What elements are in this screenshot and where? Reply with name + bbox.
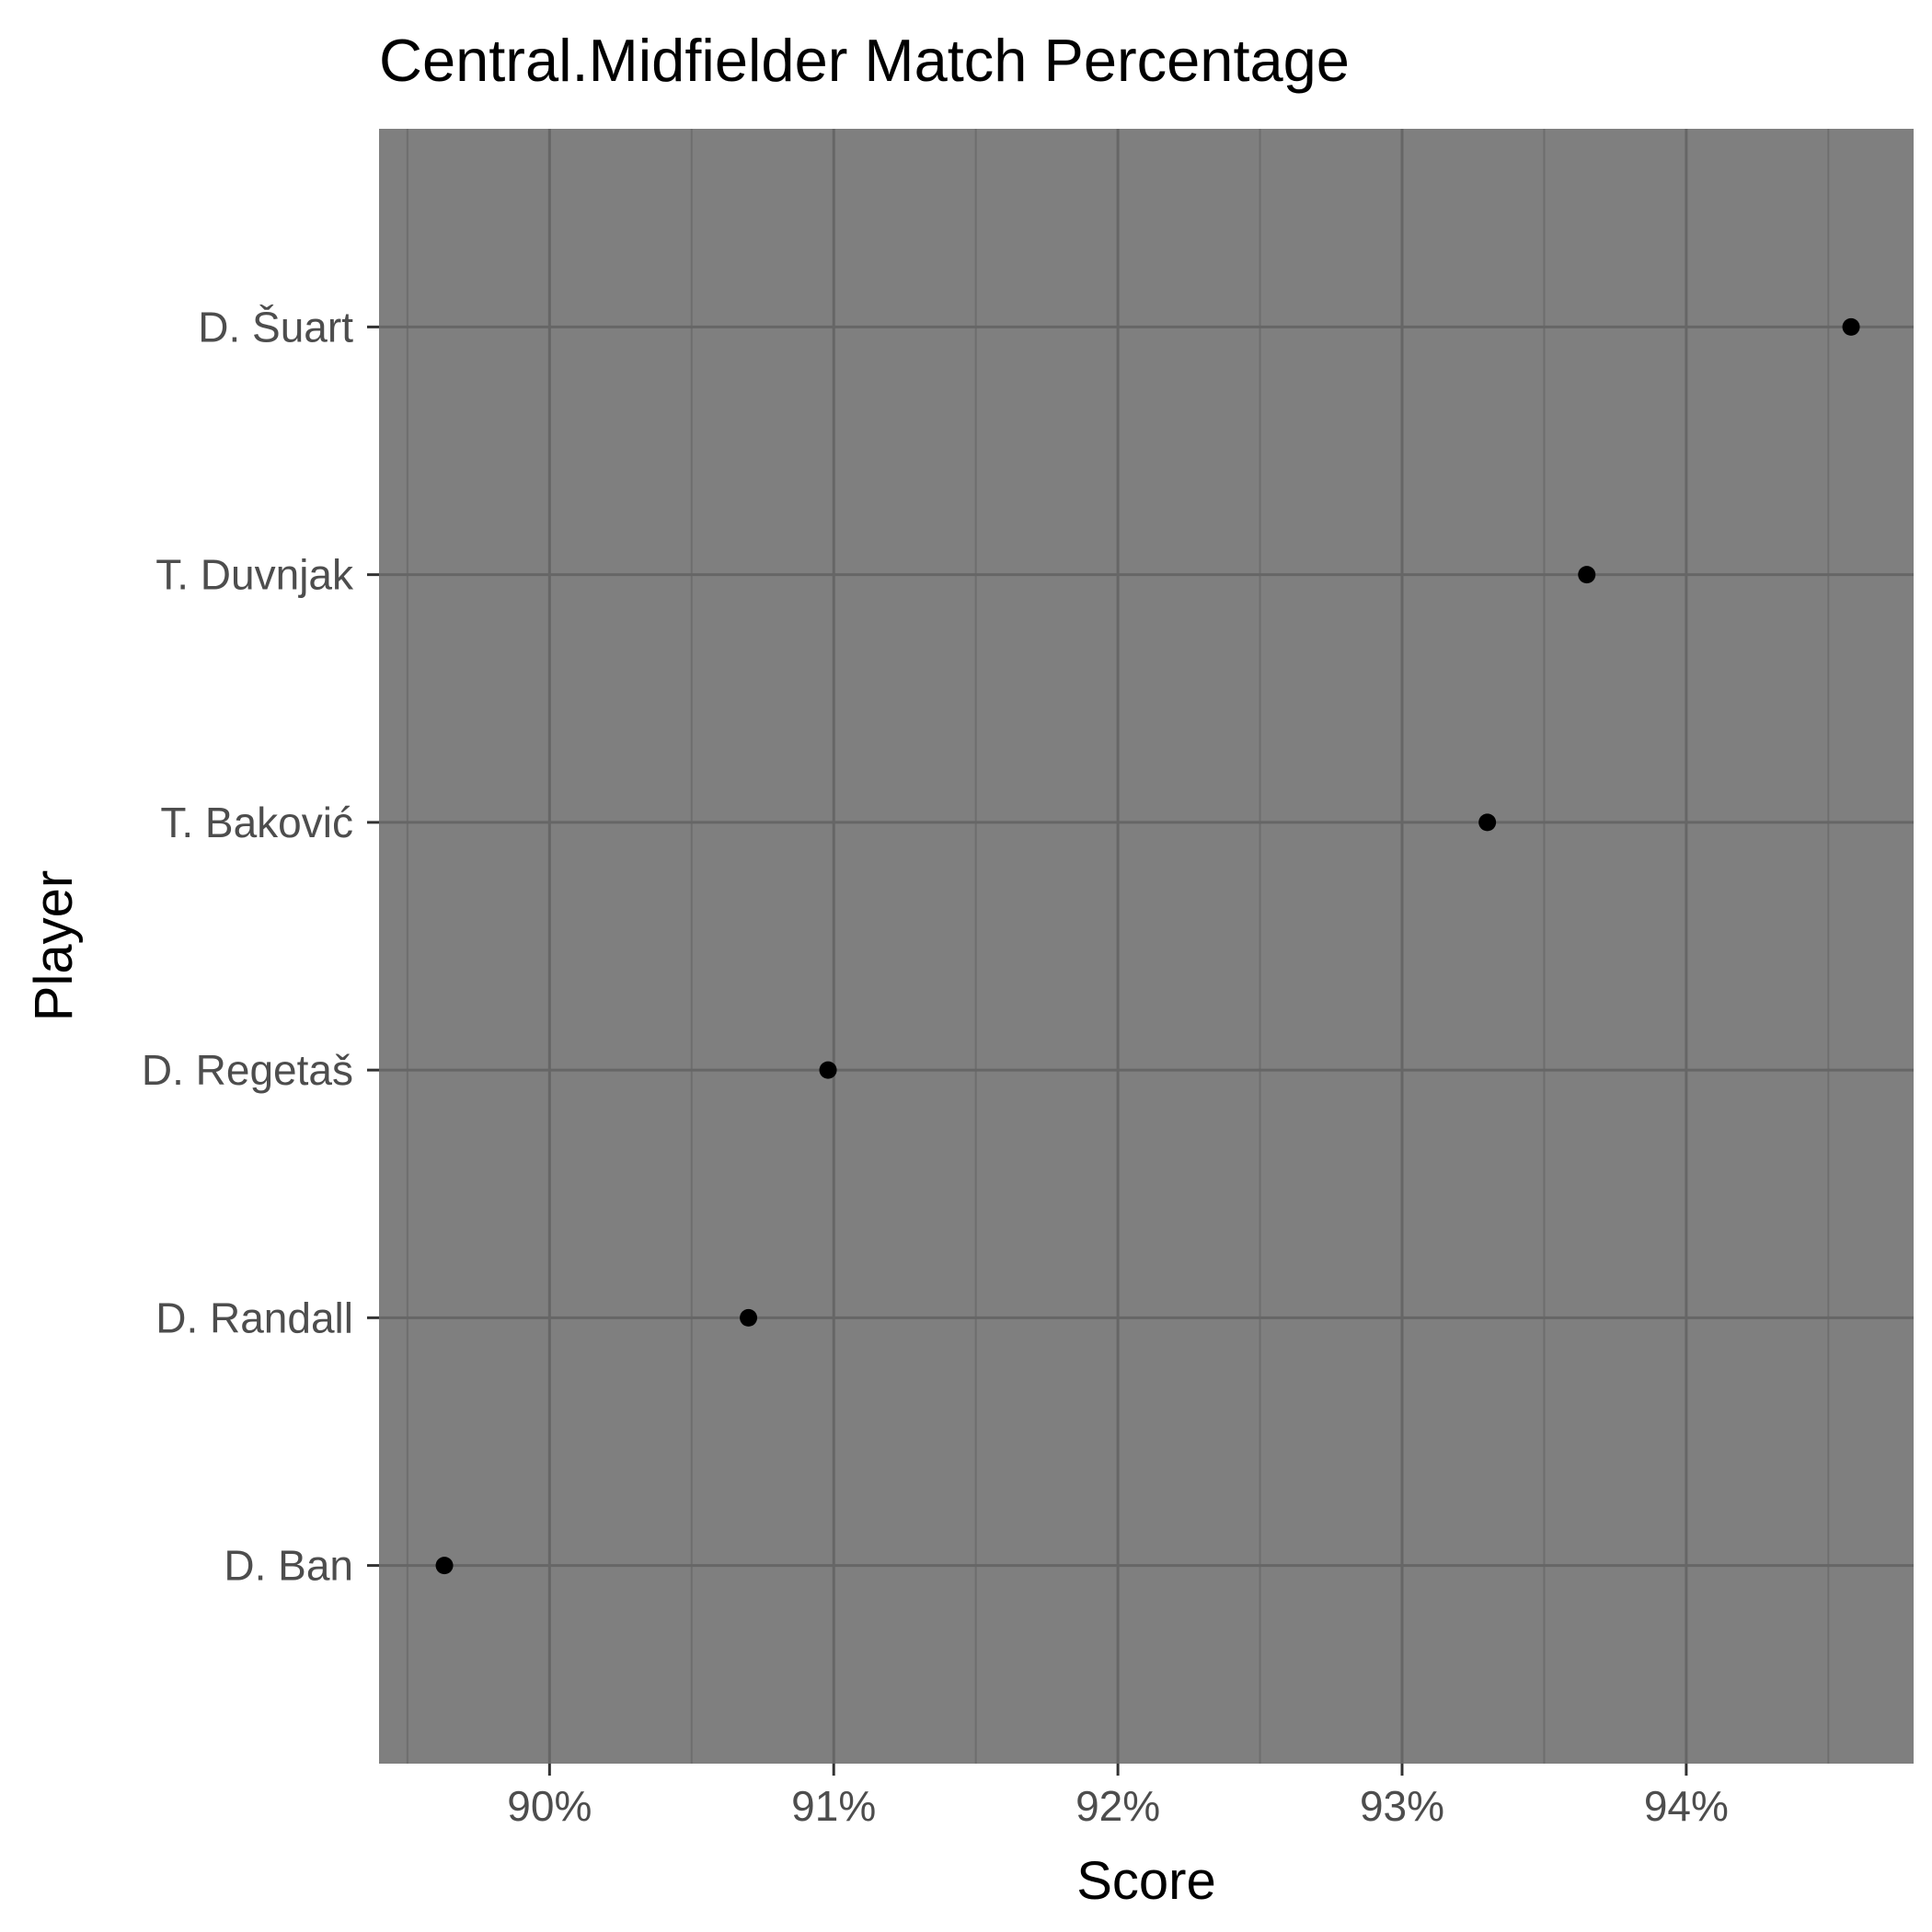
x-axis-ticks: 90% 91% 92% 93% 94% bbox=[507, 1764, 1729, 1830]
major-gridlines bbox=[379, 129, 1914, 1764]
x-axis-title: Score bbox=[1076, 1851, 1216, 1911]
data-points bbox=[435, 317, 1860, 1575]
minor-gridlines bbox=[406, 129, 1830, 1764]
chart-title: Central.Midfielder Match Percentage bbox=[379, 27, 1350, 94]
y-axis-ticks: D. Šuart T. Duvnjak T. Baković D. Regetaš D.… bbox=[142, 303, 379, 1590]
plot-panel bbox=[379, 129, 1914, 1764]
data-point bbox=[1478, 813, 1497, 832]
x-tick-label: 90% bbox=[507, 1782, 592, 1830]
data-point bbox=[819, 1061, 837, 1079]
data-point bbox=[1842, 317, 1860, 336]
x-tick-label: 92% bbox=[1075, 1782, 1160, 1830]
y-tick-label: D. Šuart bbox=[198, 303, 353, 351]
y-tick-label: D. Ban bbox=[224, 1542, 353, 1590]
x-tick-label: 91% bbox=[791, 1782, 876, 1830]
x-tick-label: 94% bbox=[1644, 1782, 1729, 1830]
y-tick-label: D. Regetaš bbox=[142, 1046, 353, 1094]
y-tick-label: T. Baković bbox=[160, 799, 353, 846]
data-point bbox=[1578, 566, 1596, 584]
y-tick-label: T. Duvnjak bbox=[155, 551, 354, 599]
x-tick-label: 93% bbox=[1360, 1782, 1444, 1830]
data-point bbox=[740, 1308, 758, 1327]
data-point bbox=[435, 1557, 454, 1575]
y-tick-label: D. Randall bbox=[155, 1294, 353, 1341]
y-axis-title: Player bbox=[24, 870, 84, 1021]
